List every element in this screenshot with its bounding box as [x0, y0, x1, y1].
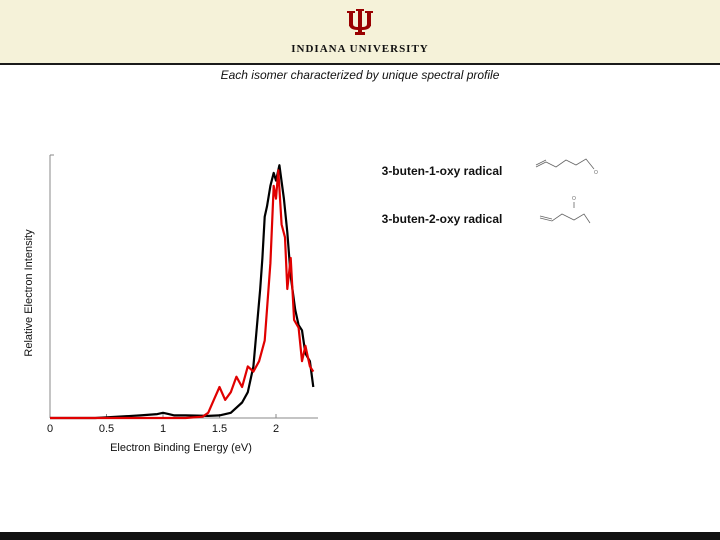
svg-text:O: O	[572, 196, 576, 202]
slide-subtitle: Each isomer characterized by unique spec…	[220, 68, 500, 82]
x-tick-label: 1.5	[212, 423, 227, 435]
legend-label-2: 3-buten-2-oxy radical	[382, 212, 503, 226]
molecule-3-buten-1-oxy-icon: O	[535, 158, 598, 176]
x-tick-label: 0	[47, 423, 53, 435]
iu-trident-icon	[346, 8, 374, 41]
svg-text:O: O	[594, 170, 598, 176]
x-axis-label: Electron Binding Energy (eV)	[110, 442, 252, 454]
footer-bar	[0, 532, 720, 540]
university-name: INDIANA UNIVERSITY	[291, 43, 429, 55]
series-line-1	[50, 164, 315, 420]
header-rule	[0, 63, 720, 65]
legend-label-1: 3-buten-1-oxy radical	[382, 164, 503, 178]
series-line-2	[50, 169, 315, 420]
x-tick-label: 2	[273, 423, 279, 435]
molecule-3-buten-2-oxy-icon: O	[539, 196, 591, 224]
y-axis-label: Relative Electron Intensity	[23, 229, 35, 357]
x-tick-label: 0.5	[99, 423, 114, 435]
x-tick-label: 1	[160, 423, 166, 435]
